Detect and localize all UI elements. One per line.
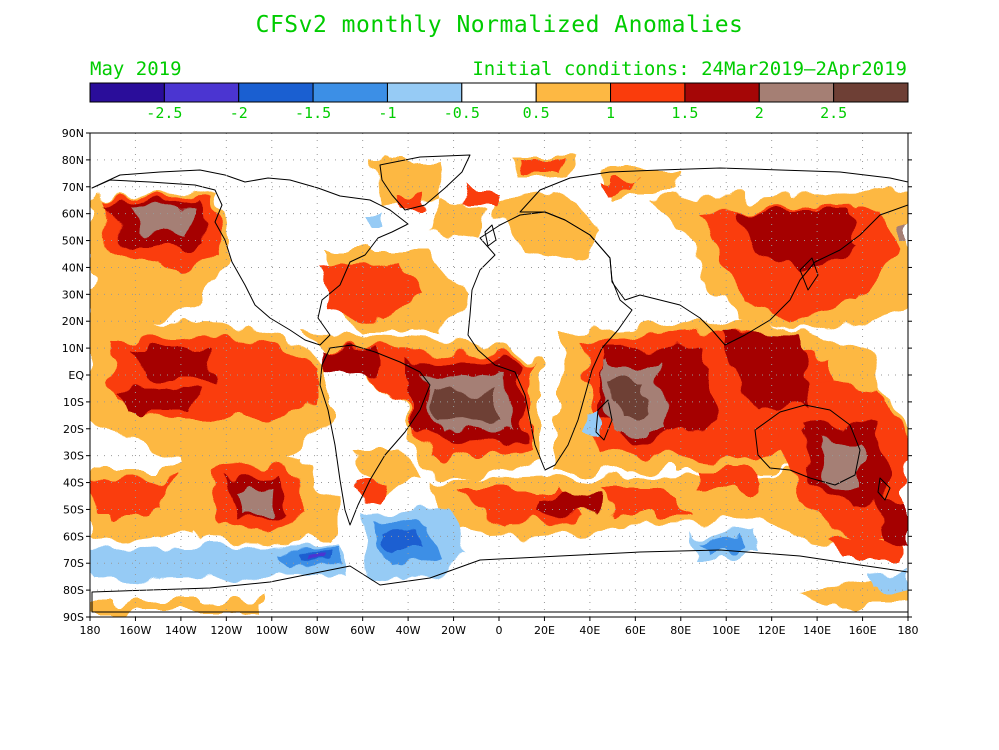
lat-label: 50N: [62, 235, 84, 248]
antarctica-outline: [91, 549, 908, 613]
lat-label: 40N: [62, 261, 84, 274]
lon-label: 120W: [210, 624, 242, 637]
colorbar-tick-label: -2: [230, 104, 248, 122]
colorbar-tick-label: -1: [378, 104, 396, 122]
japan-outline: [799, 257, 819, 291]
lon-label: 160E: [849, 624, 877, 637]
lat-label: 90N: [62, 127, 84, 140]
colorbar-tick-label: 1.5: [671, 104, 698, 122]
asia-outline: [519, 167, 908, 346]
chart-title: CFSv2 monthly Normalized Anomalies: [255, 12, 744, 38]
lon-label: 140W: [165, 624, 197, 637]
lat-label: 90S: [63, 611, 84, 624]
lat-label: 30S: [63, 450, 84, 463]
lon-label: 140E: [803, 624, 831, 637]
australia-outline: [754, 404, 861, 486]
lat-label: 60N: [62, 208, 84, 221]
lat-label: 20N: [62, 315, 84, 328]
lon-label: 60W: [350, 624, 375, 637]
coastlines: [91, 154, 908, 613]
axis-ticks: 90N 80N 70N 60N 50N 40N 30N 20N 10N EQ 10S 20S 30S 40…: [62, 127, 919, 637]
lon-label: 40E: [579, 624, 600, 637]
colorbar-tick-label: 1: [606, 104, 615, 122]
lat-label: 20S: [63, 423, 84, 436]
lon-label: 20E: [534, 624, 555, 637]
new-zealand-outline: [877, 477, 891, 501]
colorbar-tick-label: 0.5: [523, 104, 550, 122]
lat-label: EQ: [68, 369, 84, 382]
initial-conditions-label: Initial conditions: 24Mar2019—2Apr2019: [472, 58, 907, 80]
lon-label: 100E: [712, 624, 740, 637]
lat-label: 10N: [62, 342, 84, 355]
lon-label: 160W: [120, 624, 152, 637]
lon-label: 80W: [305, 624, 330, 637]
lon-label: 20W: [441, 624, 466, 637]
uk-outline: [484, 224, 497, 247]
lon-label: 60E: [625, 624, 646, 637]
colorbar-tick-label: -2.5: [146, 104, 182, 122]
lon-label: 0: [496, 624, 503, 637]
lon-label: 80E: [670, 624, 691, 637]
lat-label: 70S: [63, 557, 84, 570]
europe-africa-outline: [467, 211, 633, 471]
lon-label: 100W: [256, 624, 288, 637]
lat-label: 60S: [63, 530, 84, 543]
lon-label: 40W: [396, 624, 421, 637]
lat-label: 10S: [63, 396, 84, 409]
greenland-outline: [379, 154, 471, 211]
colorbar-tick-label: 2.5: [820, 104, 847, 122]
lon-label: 180: [80, 624, 101, 637]
colorbar-tick-label: -0.5: [444, 104, 480, 122]
lon-label: 120E: [758, 624, 786, 637]
colorbar-tick-label: -1.5: [295, 104, 331, 122]
anomaly-fill: [90, 157, 908, 612]
madagascar-outline: [595, 399, 613, 441]
lon-label: 180: [898, 624, 919, 637]
north-america-outline: [91, 169, 409, 346]
lat-label: 70N: [62, 181, 84, 194]
lat-label: 30N: [62, 288, 84, 301]
lat-label: 80N: [62, 154, 84, 167]
lat-label: 80S: [63, 584, 84, 597]
colorbar-swatch: [833, 82, 909, 103]
colorbar-tick-label: 2: [755, 104, 764, 122]
colorbar: -2.5 -2 -1.5 -1 -0.5 0.5 1 1.5 2 2.5: [89, 82, 909, 122]
valid-month-label: May 2019: [90, 58, 182, 80]
south-america-outline: [319, 344, 431, 526]
lat-label: 50S: [63, 503, 84, 516]
lat-label: 40S: [63, 477, 84, 490]
